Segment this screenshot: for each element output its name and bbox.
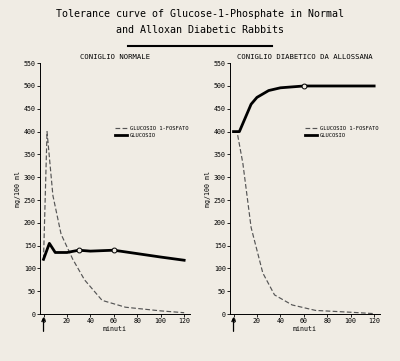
Legend: GLUCOSIO 1-FOSFATO, GLUCOSIO: GLUCOSIO 1-FOSFATO, GLUCOSIO [302, 124, 380, 140]
Title: CONIGLIO DIABETICO DA ALLOSSANA: CONIGLIO DIABETICO DA ALLOSSANA [237, 54, 373, 60]
Text: and Alloxan Diabetic Rabbits: and Alloxan Diabetic Rabbits [116, 25, 284, 35]
Legend: GLUCOSIO 1-FOSFATO, GLUCOSIO: GLUCOSIO 1-FOSFATO, GLUCOSIO [112, 124, 190, 140]
Y-axis label: mg/100 ml: mg/100 ml [15, 171, 21, 206]
Title: CONIGLIO NORMALE: CONIGLIO NORMALE [80, 54, 150, 60]
X-axis label: minuti: minuti [103, 326, 127, 332]
Text: Tolerance curve of Glucose-1-Phosphate in Normal: Tolerance curve of Glucose-1-Phosphate i… [56, 9, 344, 19]
X-axis label: minuti: minuti [293, 326, 317, 332]
Y-axis label: mg/100 ml: mg/100 ml [205, 171, 211, 206]
